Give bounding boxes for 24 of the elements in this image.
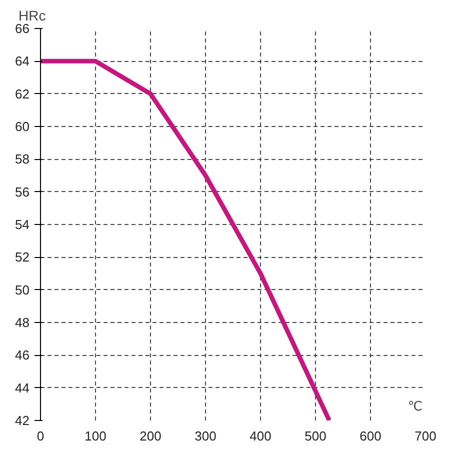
- x-tick-label: 200: [140, 428, 162, 444]
- x-tick-label: 300: [194, 428, 216, 444]
- y-tick-label: 60: [15, 119, 30, 134]
- y-tick-label: 50: [15, 282, 30, 298]
- x-tick-label: 400: [250, 428, 272, 444]
- y-tick-label: 52: [15, 250, 30, 265]
- x-tick-label: 600: [360, 428, 382, 444]
- y-tick-label: 56: [15, 184, 30, 200]
- line-series: [40, 58, 332, 420]
- x-tick-label: 100: [84, 428, 106, 444]
- y-tick-label: 62: [15, 86, 30, 102]
- x-tick-label: 0: [36, 428, 44, 444]
- y-tick-label: 66: [15, 21, 30, 36]
- y-tick-label: 42: [15, 413, 30, 428]
- x-tick-label: 500: [304, 428, 326, 444]
- y-tick-label: 58: [15, 152, 30, 167]
- y-tick-label: 48: [15, 315, 30, 330]
- y-tick-label: 54: [15, 217, 30, 232]
- y-axis-title: HRc: [18, 8, 46, 24]
- x-tick-label: 700: [414, 428, 436, 444]
- x-axis-title: ℃: [408, 400, 423, 414]
- y-tick-label: 44: [15, 380, 30, 396]
- y-tick-label: 64: [15, 54, 30, 69]
- y-tick-label: 46: [15, 348, 30, 363]
